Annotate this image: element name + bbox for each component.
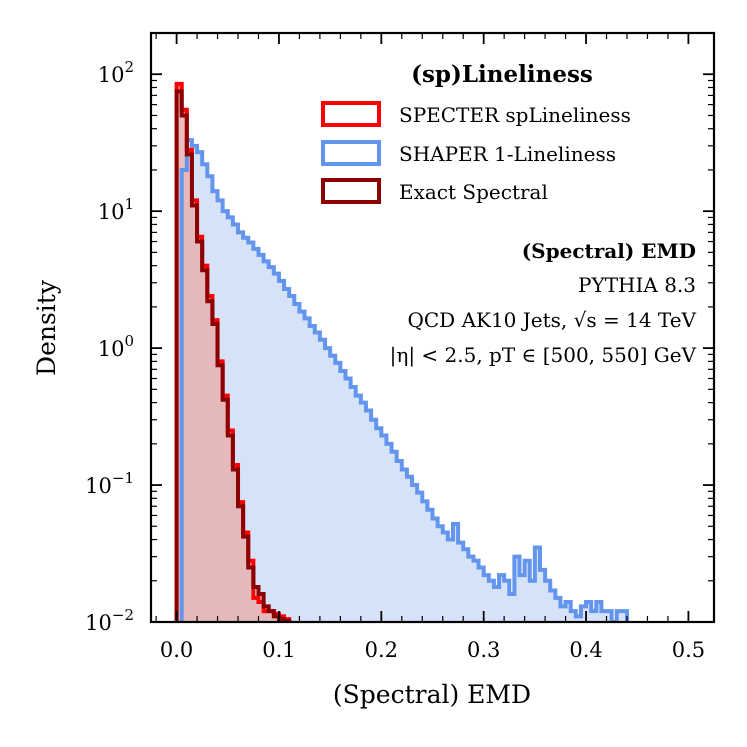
legend-swatch-shaper [321, 140, 381, 166]
x-axis-label: (Spectral) EMD [333, 680, 531, 709]
y-tick-label: 102 [98, 58, 134, 87]
x-tick-label: 0.4 [569, 638, 602, 662]
x-tick-label: 0.3 [467, 638, 500, 662]
annotation-title: (Spectral) EMD [522, 239, 696, 263]
annotation-jets: QCD AK10 Jets, √s = 14 TeV [407, 308, 696, 332]
annotation-cuts: |η| < 2.5, pT ∈ [500, 550] GeV [390, 343, 697, 368]
annotation-block: (Spectral) EMD PYTHIA 8.3 QCD AK10 Jets,… [390, 239, 697, 368]
y-tick-label: 101 [98, 195, 134, 224]
series-line-exact [174, 89, 292, 622]
legend-title: (sp)Lineliness [411, 61, 593, 88]
legend-label-shaper: SHAPER 1-Lineliness [399, 142, 616, 166]
series-fill-specter [176, 83, 290, 622]
series-line-shaper [179, 138, 629, 622]
legend-label-specter: SPECTER spLineliness [399, 103, 631, 127]
legend-swatch-exact [321, 178, 381, 204]
annotation-generator: PYTHIA 8.3 [578, 273, 696, 297]
legend-label-exact: Exact Spectral [399, 180, 548, 204]
x-tick-label: 0.1 [262, 638, 295, 662]
plot-frame [149, 31, 716, 624]
x-tick-label: 0.0 [160, 638, 193, 662]
y-axis-label: Density [32, 279, 61, 376]
y-tick-label: 10−1 [85, 469, 134, 498]
x-tick-label: 0.5 [672, 638, 705, 662]
y-tick-label: 100 [98, 332, 134, 361]
series-fill-shaper [181, 140, 627, 622]
legend-swatch-specter [321, 101, 381, 127]
x-tick-label: 0.2 [365, 638, 398, 662]
legend: (sp)Lineliness SPECTER spLineliness SHAP… [321, 61, 631, 204]
y-tick-label: 10−2 [85, 606, 134, 635]
